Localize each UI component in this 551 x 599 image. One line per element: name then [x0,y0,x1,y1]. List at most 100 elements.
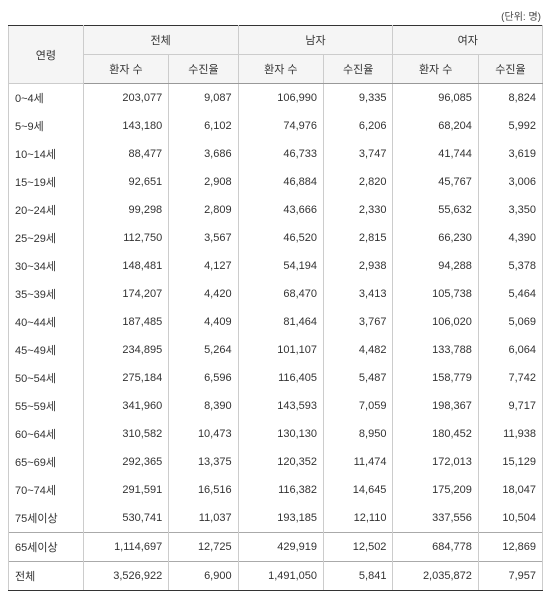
table-row: 20~24세99,2982,80943,6662,33055,6323,350 [9,196,543,224]
table-header: 연령 전체 남자 여자 환자 수 수진율 환자 수 수진율 환자 수 수진율 [9,26,543,84]
cell-age: 5~9세 [9,112,84,140]
cell-total-rate: 2,809 [169,196,238,224]
table-row: 70~74세291,59116,516116,38214,645175,2091… [9,476,543,504]
table-row: 45~49세234,8955,264101,1074,482133,7886,0… [9,336,543,364]
cell-male-rate: 14,645 [324,476,393,504]
cell-total-patients: 174,207 [83,280,168,308]
cell-female-patients: 68,204 [393,112,478,140]
cell-male-rate: 9,335 [324,84,393,113]
cell-age: 25~29세 [9,224,84,252]
cell-female-patients: 198,367 [393,392,478,420]
cell-total-rate: 5,264 [169,336,238,364]
table-row: 25~29세112,7503,56746,5202,81566,2304,390 [9,224,543,252]
cell-male-patients: 43,666 [238,196,323,224]
table-row: 65세이상1,114,69712,725429,91912,502684,778… [9,533,543,562]
cell-total-rate: 6,596 [169,364,238,392]
cell-female-patients: 175,209 [393,476,478,504]
cell-male-patients: 101,107 [238,336,323,364]
col-group-total: 전체 [83,26,238,55]
cell-total-patients: 203,077 [83,84,168,113]
cell-male-patients: 130,130 [238,420,323,448]
cell-male-rate: 12,502 [324,533,393,562]
cell-female-patients: 158,779 [393,364,478,392]
cell-male-rate: 3,413 [324,280,393,308]
cell-total-patients: 292,365 [83,448,168,476]
cell-female-patients: 45,767 [393,168,478,196]
cell-male-rate: 2,938 [324,252,393,280]
cell-total-rate: 3,567 [169,224,238,252]
col-female-patients: 환자 수 [393,55,478,84]
cell-age: 75세이상 [9,504,84,533]
cell-total-rate: 4,127 [169,252,238,280]
table-body: 0~4세203,0779,087106,9909,33596,0858,8245… [9,84,543,591]
cell-age: 40~44세 [9,308,84,336]
cell-male-rate: 6,206 [324,112,393,140]
col-female-rate: 수진율 [478,55,542,84]
table-row: 60~64세310,58210,473130,1308,950180,45211… [9,420,543,448]
cell-total-patients: 341,960 [83,392,168,420]
cell-female-rate: 18,047 [478,476,542,504]
cell-female-rate: 7,742 [478,364,542,392]
cell-female-rate: 12,869 [478,533,542,562]
cell-male-patients: 106,990 [238,84,323,113]
cell-male-patients: 54,194 [238,252,323,280]
table-row: 75세이상530,74111,037193,18512,110337,55610… [9,504,543,533]
cell-male-patients: 46,520 [238,224,323,252]
cell-female-patients: 337,556 [393,504,478,533]
cell-male-rate: 4,482 [324,336,393,364]
cell-total-patients: 148,481 [83,252,168,280]
table-row: 35~39세174,2074,42068,4703,413105,7385,46… [9,280,543,308]
cell-male-rate: 12,110 [324,504,393,533]
col-group-male: 남자 [238,26,393,55]
cell-female-rate: 3,006 [478,168,542,196]
cell-age: 0~4세 [9,84,84,113]
data-table: 연령 전체 남자 여자 환자 수 수진율 환자 수 수진율 환자 수 수진율 0… [8,25,543,591]
cell-male-patients: 46,884 [238,168,323,196]
unit-label: (단위: 명) [8,8,543,23]
cell-male-patients: 143,593 [238,392,323,420]
cell-total-rate: 9,087 [169,84,238,113]
cell-age: 20~24세 [9,196,84,224]
table-row: 30~34세148,4814,12754,1942,93894,2885,378 [9,252,543,280]
cell-total-rate: 6,900 [169,562,238,591]
cell-female-patients: 684,778 [393,533,478,562]
cell-male-patients: 46,733 [238,140,323,168]
cell-female-rate: 10,504 [478,504,542,533]
cell-total-rate: 10,473 [169,420,238,448]
cell-total-patients: 1,114,697 [83,533,168,562]
cell-age: 55~59세 [9,392,84,420]
cell-male-rate: 5,487 [324,364,393,392]
cell-female-patients: 105,738 [393,280,478,308]
table-row: 65~69세292,36513,375120,35211,474172,0131… [9,448,543,476]
table-row: 5~9세143,1806,10274,9766,20668,2045,992 [9,112,543,140]
cell-male-rate: 3,747 [324,140,393,168]
cell-female-patients: 172,013 [393,448,478,476]
col-total-rate: 수진율 [169,55,238,84]
cell-total-patients: 112,750 [83,224,168,252]
cell-total-rate: 16,516 [169,476,238,504]
cell-age: 30~34세 [9,252,84,280]
cell-total-rate: 11,037 [169,504,238,533]
cell-male-rate: 8,950 [324,420,393,448]
cell-total-patients: 143,180 [83,112,168,140]
cell-age: 50~54세 [9,364,84,392]
cell-female-patients: 41,744 [393,140,478,168]
cell-male-rate: 2,330 [324,196,393,224]
table-row: 50~54세275,1846,596116,4055,487158,7797,7… [9,364,543,392]
cell-female-rate: 15,129 [478,448,542,476]
cell-male-rate: 11,474 [324,448,393,476]
cell-total-patients: 187,485 [83,308,168,336]
cell-total-patients: 275,184 [83,364,168,392]
cell-female-rate: 5,992 [478,112,542,140]
cell-male-patients: 120,352 [238,448,323,476]
cell-age: 45~49세 [9,336,84,364]
cell-female-patients: 96,085 [393,84,478,113]
cell-total-rate: 4,420 [169,280,238,308]
cell-total-patients: 234,895 [83,336,168,364]
cell-male-patients: 74,976 [238,112,323,140]
cell-female-rate: 7,957 [478,562,542,591]
table-row: 10~14세88,4773,68646,7333,74741,7443,619 [9,140,543,168]
cell-female-rate: 8,824 [478,84,542,113]
cell-total-patients: 99,298 [83,196,168,224]
cell-male-patients: 429,919 [238,533,323,562]
